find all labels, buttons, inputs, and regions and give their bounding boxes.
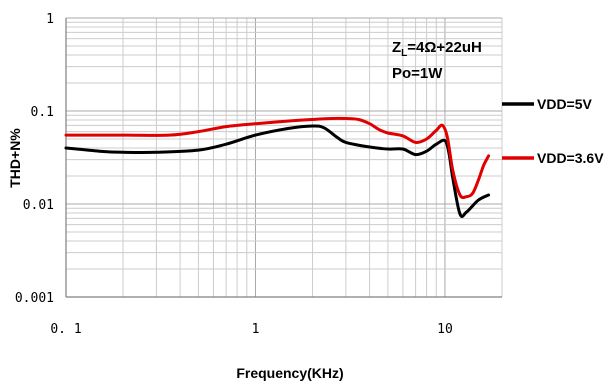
x-tick-label: 0. 1 xyxy=(50,322,81,337)
y-tick-label: 0.001 xyxy=(15,291,54,306)
y-tick-label: 1 xyxy=(46,12,54,27)
y-tick-label: 0.1 xyxy=(31,105,54,120)
series-line-vdd-5v xyxy=(64,124,491,218)
series-lines xyxy=(64,116,491,218)
x-axis-title: Frequency(KHz) xyxy=(236,365,343,381)
load-annotation: ZL=4Ω+22uH xyxy=(392,39,482,59)
grid-lines xyxy=(65,17,503,298)
series-line-vdd-3-6v xyxy=(64,116,491,200)
legend-label: VDD=5V xyxy=(537,96,593,112)
legend: VDD=5V VDD=3.6V xyxy=(502,96,604,166)
x-tick-labels: 0. 1 1 10 xyxy=(50,322,452,337)
power-annotation: Po=1W xyxy=(392,65,443,82)
x-tick-label: 1 xyxy=(252,322,260,337)
y-tick-labels: 1 0.1 0.01 0.001 xyxy=(15,12,54,306)
x-tick-label: 10 xyxy=(437,322,453,337)
y-tick-label: 0.01 xyxy=(23,198,54,213)
y-axis-title: THD+N% xyxy=(7,128,23,188)
legend-label: VDD=3.6V xyxy=(537,150,604,166)
